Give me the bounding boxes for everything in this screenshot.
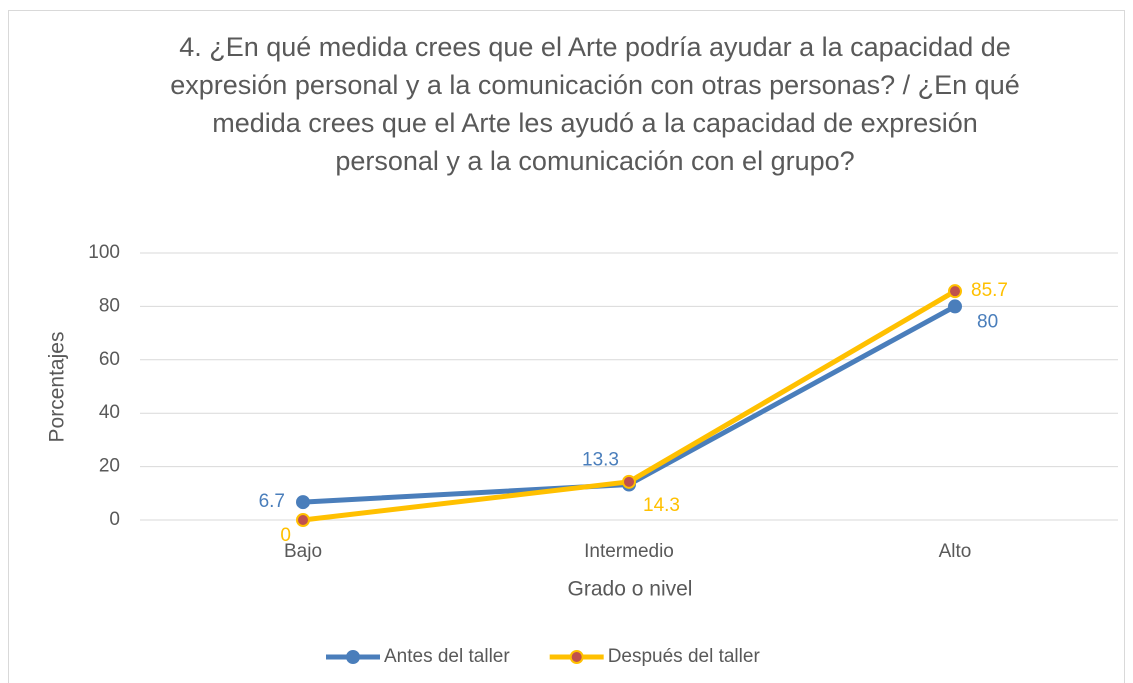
data-label: 14.3 [643,495,680,516]
chart-title: 4. ¿En qué medida crees que el Arte podr… [170,32,1020,176]
y-tick-label: 100 [88,242,120,263]
data-point [622,474,636,489]
data-point [948,284,962,299]
x-tick-label: Bajo [284,541,322,562]
data-point [948,299,962,314]
chart-border [8,10,1125,683]
y-tick-label: 40 [99,402,120,423]
x-tick-label: Intermedio [584,541,674,562]
data-label: 13.3 [582,450,619,471]
y-tick-label: 80 [99,295,120,316]
x-axis-label: Grado o nivel [568,578,693,601]
y-tick-label: 60 [99,349,120,370]
legend-label: Después del taller [608,646,761,667]
y-tick-label: 0 [109,509,120,530]
legend-marker [569,650,584,664]
legend-label: Antes del taller [384,646,510,667]
series-line [300,303,958,505]
y-tick-label: 20 [99,456,120,477]
y-axis-label: Porcentajes [46,332,69,443]
data-label: 6.7 [259,491,285,512]
data-label: 85.7 [971,280,1008,301]
data-point [296,495,310,510]
data-label: 0 [280,525,291,546]
data-point [296,513,310,527]
legend-marker [346,650,360,664]
data-label: 80 [977,311,998,332]
x-tick-label: Alto [939,541,972,562]
